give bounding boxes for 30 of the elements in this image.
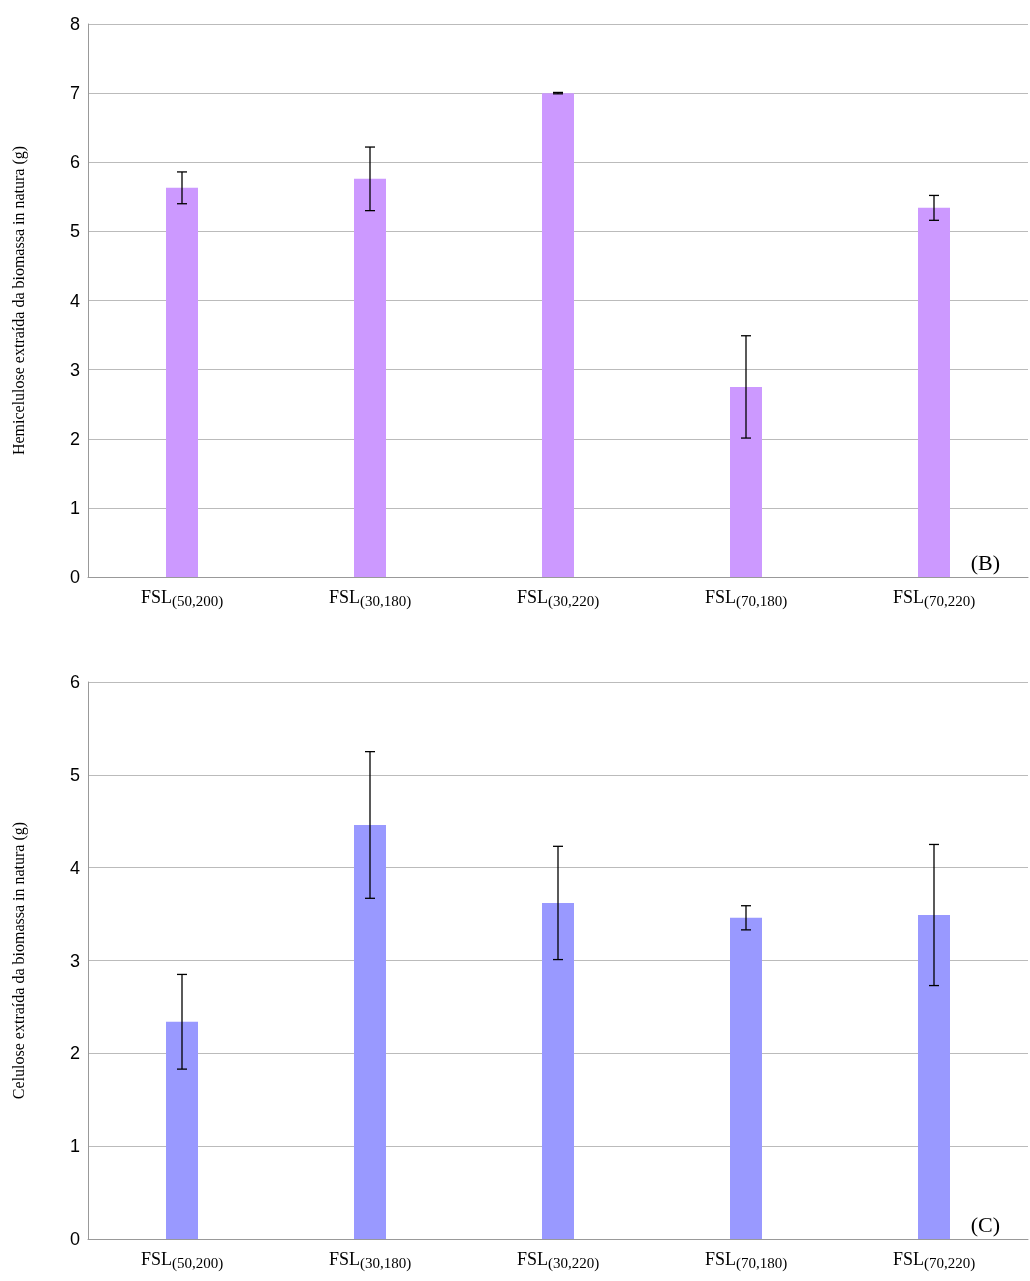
- bar: [542, 902, 574, 1239]
- bar: [542, 93, 574, 577]
- bar: [354, 824, 386, 1239]
- y-tick-label: 8: [69, 14, 80, 34]
- y-tick-label: 3: [69, 950, 80, 971]
- bar: [918, 207, 950, 577]
- y-tick-label: 6: [69, 672, 80, 692]
- annotation: (B): [970, 549, 1000, 575]
- annotation: (C): [970, 1211, 1000, 1237]
- bar: [354, 178, 386, 577]
- bar: [918, 915, 950, 1239]
- y-tick-label: 0: [69, 1229, 80, 1249]
- y-tick-label: 3: [69, 359, 80, 380]
- y-tick-label: 7: [69, 83, 80, 104]
- bar: [730, 917, 762, 1239]
- bar: [730, 386, 762, 577]
- y-tick-label: 5: [69, 221, 80, 242]
- y-tick-label: 0: [69, 567, 80, 587]
- y-tick-label: 1: [69, 497, 80, 518]
- y-tick-label: 6: [69, 152, 80, 173]
- y-tick-label: 2: [69, 1043, 80, 1064]
- y-tick-label: 5: [69, 764, 80, 785]
- bar: [166, 1021, 198, 1239]
- bar: [166, 187, 198, 577]
- y-tick-label: 4: [69, 857, 80, 878]
- y-tick-label: 2: [69, 428, 80, 449]
- y-tick-label: 1: [69, 1136, 80, 1157]
- y-axis-title: Celulose extraída da biomassa in natura (g): [9, 821, 28, 1100]
- y-axis-title: Hemicelulose extraída da biomassa in natura (g): [9, 145, 28, 456]
- y-tick-label: 4: [69, 290, 80, 311]
